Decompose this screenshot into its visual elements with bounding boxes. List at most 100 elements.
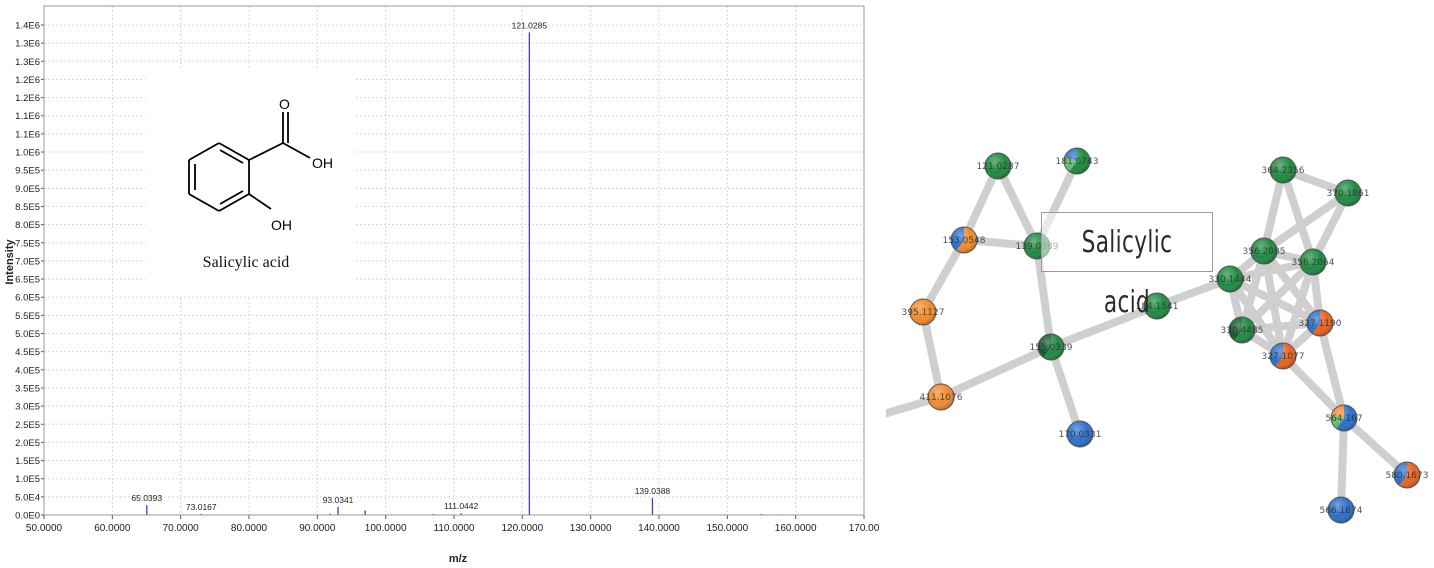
network-edges — [886, 157, 1411, 514]
node-label: 327.1077 — [1262, 352, 1305, 362]
x-tick-label: 150.0000 — [706, 523, 748, 534]
network-edge — [1316, 319, 1348, 422]
node-outline — [927, 383, 955, 411]
y-tick-label: 5.0E5 — [15, 329, 40, 340]
peak-label: 111.0442 — [444, 501, 478, 511]
network-edge — [1340, 414, 1411, 479]
y-tick-label: 7.5E5 — [15, 238, 40, 249]
y-tick-label: 8.5E5 — [15, 202, 40, 213]
network-node: 566.1674 — [1320, 496, 1363, 524]
network-node: 564.167 — [1325, 404, 1363, 432]
x-tick-label: 170.00 — [849, 523, 880, 534]
network-edge — [1238, 247, 1268, 334]
network-node: 356.2085 — [1243, 237, 1285, 265]
network-node: 580.1673 — [1386, 461, 1428, 489]
node-outline — [909, 298, 937, 326]
network-label-box: Salicylic acid — [1041, 212, 1213, 320]
y-tick-label: 1.5E5 — [15, 456, 40, 467]
plot-frame — [43, 5, 865, 516]
y-tick-label: 9.0E5 — [15, 184, 40, 195]
peak-label: 73.0167 — [186, 502, 217, 512]
network-node: 170.0331 — [1059, 420, 1101, 448]
node-outline — [1327, 496, 1355, 524]
network-node: 327.1077 — [1262, 342, 1305, 370]
network-edge — [1279, 258, 1317, 360]
y-tick-label: 2.0E5 — [15, 438, 40, 449]
node-outline — [1269, 342, 1297, 370]
salicylic-acid-structure: O OH OH — [188, 96, 333, 233]
node-label: 564.167 — [1325, 414, 1362, 424]
node-label: 330.4485 — [1221, 326, 1264, 336]
node-outline — [1269, 156, 1297, 184]
network-edge — [1047, 343, 1084, 438]
x-tick-label: 160.0000 — [775, 523, 817, 534]
network-node: 181.0743 — [1056, 147, 1099, 175]
x-tick-label: 130.0000 — [570, 523, 612, 534]
network-edge — [994, 162, 1041, 250]
network-edge — [960, 162, 1002, 244]
y-tick-label: 3.5E5 — [15, 383, 40, 394]
network-node: 370.1861 — [1327, 179, 1369, 207]
network-edge — [1260, 166, 1287, 255]
network-edge — [1279, 352, 1348, 422]
x-axis-ticks: 50.0000 60.0000 70.0000 80.0000 90.0000 100.0… — [26, 515, 880, 534]
node-label: 411.1076 — [920, 393, 963, 403]
y-tick-label: 1.3E6 — [15, 39, 40, 50]
network-node: 184.1541 — [1136, 292, 1179, 320]
mass-spectrum-chart: 65.0393 73.0167 93.0341 111.0442 121.0285 139… — [4, 5, 880, 565]
network-edge — [937, 343, 1055, 401]
node-label: 395.1127 — [902, 308, 945, 318]
node-label: 356.2064 — [1292, 258, 1335, 268]
node-label: 184.1541 — [1136, 302, 1179, 312]
peak-label: 65.0393 — [131, 493, 162, 503]
peak-label: 93.0341 — [323, 495, 354, 505]
node-outline — [1334, 179, 1362, 207]
network-node: 121.0287 — [977, 152, 1020, 180]
network-edge — [1260, 189, 1352, 255]
node-outline — [950, 226, 978, 254]
node-outline — [1063, 147, 1091, 175]
node-outline — [1228, 316, 1256, 344]
network-node: 327.1190 — [1299, 309, 1342, 337]
node-label: 139.0389 — [1016, 242, 1059, 252]
structure-inset: O OH OH Salicylic acid — [145, 68, 355, 296]
phenol-hydroxyl-label: OH — [271, 217, 292, 233]
node-outline — [1250, 237, 1278, 265]
y-axis-ticks: 0.0E0 5.0E4 1.0E5 1.5E5 2.0E5 2.5E5 3.0E5 3.5E5… — [15, 21, 44, 522]
y-tick-label: 0.0E0 — [15, 511, 40, 522]
network-node: 330.1444 — [1209, 265, 1252, 293]
network-edge — [1033, 242, 1055, 351]
peak-label: 139.0388 — [635, 486, 671, 496]
x-axis-label: m/z — [449, 553, 468, 565]
y-axis-label: Intensity — [4, 239, 16, 285]
node-label: 566.1674 — [1320, 506, 1363, 516]
y-tick-label: 7.0E5 — [15, 256, 40, 267]
network-node: 153.0548 — [943, 226, 986, 254]
node-outline — [1306, 309, 1334, 337]
node-label: 155.0339 — [1030, 343, 1073, 353]
y-tick-label: 2.5E5 — [15, 420, 40, 431]
network-node: 155.0339 — [1030, 333, 1073, 361]
x-tick-label: 140.0000 — [638, 523, 680, 534]
node-outline — [1143, 292, 1171, 320]
y-tick-label: 4.0E5 — [15, 365, 40, 376]
y-tick-label: 9.5E5 — [15, 166, 40, 177]
node-label: 181.0743 — [1056, 157, 1099, 167]
node-outline — [1216, 265, 1244, 293]
carbonyl-oxygen-label: O — [279, 96, 290, 112]
node-outline — [984, 152, 1012, 180]
x-tick-label: 80.0000 — [231, 523, 268, 534]
structure-name: Salicylic acid — [202, 254, 290, 271]
node-label: 153.0548 — [943, 236, 986, 246]
network-node: 395.1127 — [902, 298, 945, 326]
node-outline — [1066, 420, 1094, 448]
node-label: 121.0287 — [977, 162, 1020, 172]
y-tick-label: 6.5E5 — [15, 275, 40, 286]
node-label: 364.2356 — [1262, 166, 1305, 176]
y-tick-label: 8.0E5 — [15, 220, 40, 231]
network-edge — [919, 236, 968, 316]
y-tick-label: 1.1E6 — [15, 111, 40, 122]
network-node: 356.2064 — [1292, 248, 1335, 276]
network-node: 411.1076 — [920, 383, 963, 411]
y-tick-label: 1.1E6 — [15, 129, 40, 140]
